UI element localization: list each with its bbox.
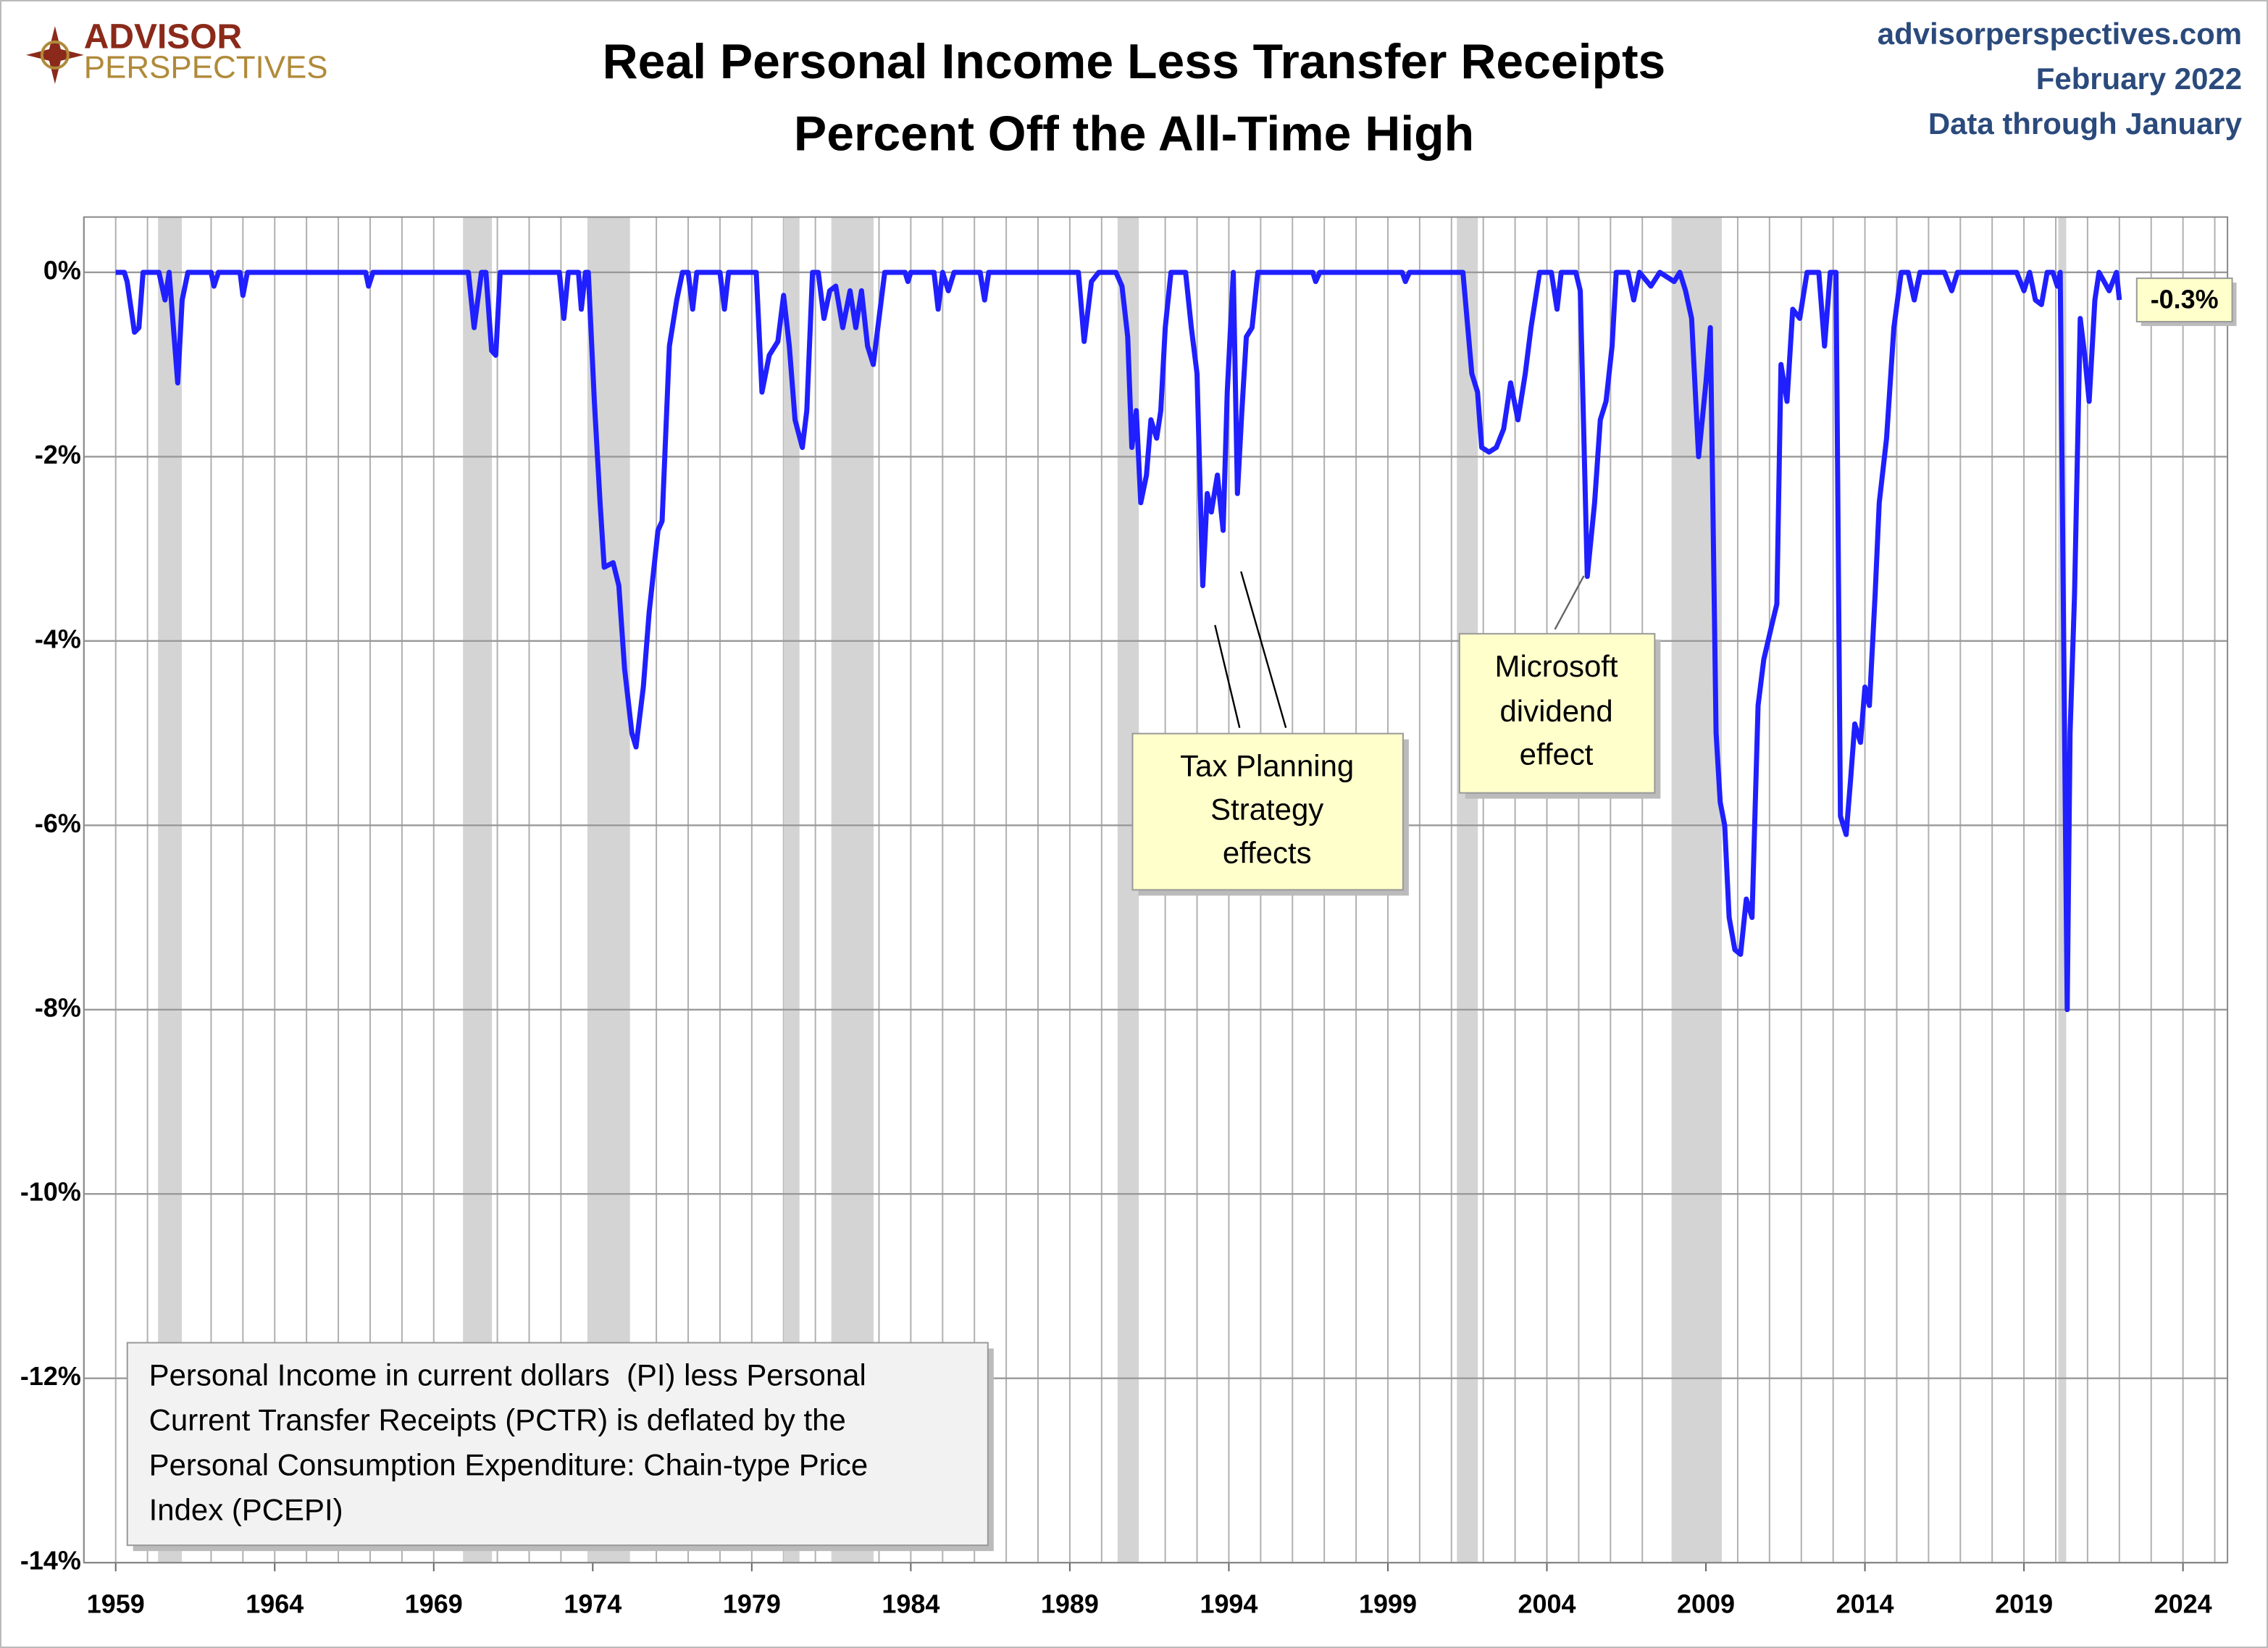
note-box bbox=[126, 1342, 989, 1547]
plot-frame bbox=[83, 216, 2229, 1564]
x-tick-label: 1994 bbox=[1200, 1589, 1258, 1619]
annotation-text: dividend bbox=[1499, 694, 1612, 728]
y-tick-label: 0% bbox=[43, 255, 81, 285]
x-tick-label: 1989 bbox=[1041, 1589, 1099, 1619]
x-tick-label: 2019 bbox=[1995, 1589, 2053, 1619]
y-tick-label: -2% bbox=[35, 440, 81, 469]
y-tick-label: -6% bbox=[35, 808, 81, 838]
value-label: -0.3% bbox=[2151, 285, 2219, 314]
note-text: Index (PCEPI) bbox=[149, 1492, 343, 1526]
note-text: Current Transfer Receipts (PCTR) is defl… bbox=[149, 1402, 846, 1436]
recession-band bbox=[1457, 217, 1478, 1563]
annotations: Tax Planning Strategy effects Microsoft … bbox=[126, 571, 1661, 1552]
logo-text: PERSPECTIVES bbox=[84, 49, 328, 85]
annotation-box bbox=[1131, 732, 1404, 891]
logo-ring bbox=[40, 40, 70, 70]
y-tick-label: -4% bbox=[35, 624, 81, 653]
x-tick-label: 1979 bbox=[723, 1589, 781, 1619]
recession-band bbox=[783, 217, 800, 1563]
x-tick-label: 2014 bbox=[1836, 1589, 1894, 1619]
recession-band bbox=[2058, 217, 2067, 1563]
note-text: Personal Consumption Expenditure: Chain-… bbox=[149, 1447, 869, 1481]
value-label-box bbox=[2135, 277, 2233, 323]
x-tick-label: 2009 bbox=[1677, 1589, 1735, 1619]
chart-subtitle: Percent Off the All-Time High bbox=[794, 107, 1474, 162]
source-text: advisorperspectives.com bbox=[1878, 17, 2242, 51]
x-tick-label: 1999 bbox=[1359, 1589, 1417, 1619]
note-text: Personal Income in current dollars (PI) … bbox=[149, 1358, 866, 1392]
annotation-text: Tax Planning bbox=[1180, 749, 1354, 783]
y-tick-label: -12% bbox=[20, 1361, 81, 1391]
leader-line bbox=[1554, 575, 1585, 630]
plot-area: 0% -2% -4% -6% -8% -10% -12% -14%1959 1964 1969 19… bbox=[20, 216, 2237, 1619]
logo: ADVISOR PERSPECTIVES bbox=[25, 18, 328, 85]
x-tick-label: 2004 bbox=[1518, 1589, 1576, 1619]
y-tick-label: -10% bbox=[20, 1177, 81, 1207]
chart-title: Real Personal Income Less Transfer Recei… bbox=[603, 35, 1666, 89]
recession-band bbox=[463, 217, 493, 1563]
annotation-box bbox=[1458, 632, 1656, 794]
recession-band bbox=[158, 217, 183, 1563]
leader-line bbox=[1240, 571, 1287, 729]
x-tick-label: 1984 bbox=[882, 1589, 940, 1619]
x-tick-label: 2024 bbox=[2154, 1589, 2212, 1619]
annotation-text: effects bbox=[1223, 836, 1312, 870]
source-text: Data through January bbox=[1928, 106, 2243, 141]
y-tick-label: -14% bbox=[20, 1546, 81, 1576]
x-tick-label: 1969 bbox=[405, 1589, 463, 1619]
leader-line bbox=[1214, 624, 1241, 728]
x-tick-label: 1964 bbox=[246, 1589, 304, 1619]
x-tick-label: 1959 bbox=[87, 1589, 145, 1619]
y-tick-label: -8% bbox=[35, 992, 81, 1022]
logo-icon bbox=[25, 25, 84, 84]
annotation-text: Strategy bbox=[1210, 792, 1323, 827]
data-line bbox=[115, 269, 2122, 1013]
x-tick-label: 1974 bbox=[564, 1589, 622, 1619]
source-text: February 2022 bbox=[2036, 62, 2242, 96]
annotation-text: effect bbox=[1520, 737, 1594, 771]
annotation-text: Microsoft bbox=[1495, 649, 1618, 683]
recession-band bbox=[831, 217, 874, 1563]
logo-text: ADVISOR bbox=[84, 18, 242, 57]
